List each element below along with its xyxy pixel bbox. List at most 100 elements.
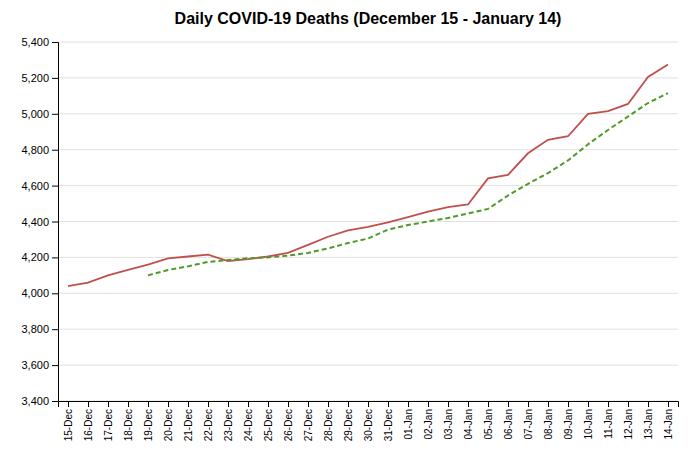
x-tick-label: 16-Dec [83, 409, 94, 441]
y-tick-mark [52, 150, 58, 151]
y-tick: 5,000 [21, 108, 58, 120]
x-tick-mark [168, 401, 169, 407]
x-tick: 13-Jan [643, 401, 654, 440]
x-tick: 10-Jan [583, 401, 594, 440]
x-tick-mark [528, 401, 529, 407]
x-tick: 27-Dec [303, 401, 314, 441]
y-tick-label: 5,400 [21, 36, 49, 48]
x-tick-mark [668, 401, 669, 407]
x-tick-mark [248, 401, 249, 407]
x-tick: 17-Dec [103, 401, 114, 441]
y-tick: 4,600 [21, 180, 58, 192]
x-tick-label: 11-Jan [603, 409, 614, 439]
y-tick-mark [52, 329, 58, 330]
x-tick-mark [348, 401, 349, 407]
x-tick: 29-Dec [343, 401, 354, 441]
x-tick-label: 15-Dec [63, 409, 74, 441]
grid [58, 42, 678, 401]
x-tick-label: 18-Dec [123, 409, 134, 441]
y-axis: 3,4003,6003,8004,0004,2004,4004,6004,800… [21, 36, 58, 407]
x-tick-mark [628, 401, 629, 407]
x-tick-mark [548, 401, 549, 407]
x-axis: 15-Dec 16-Dec 17-Dec 18-Dec 19-Dec 20-Dec 21-D… [59, 401, 679, 441]
x-tick-mark [508, 401, 509, 407]
x-tick-label: 10-Jan [583, 409, 594, 440]
x-tick-label: 22-Dec [203, 409, 214, 441]
y-tick: 4,000 [21, 287, 58, 299]
x-tick-mark [308, 401, 309, 407]
x-tick-mark [208, 401, 209, 407]
x-tick: 01-Jan [403, 401, 414, 440]
x-tick-mark [428, 401, 429, 407]
x-axis-line [59, 402, 679, 408]
x-tick: 24-Dec [243, 401, 254, 441]
x-tick-mark [448, 401, 449, 407]
x-tick: 08-Jan [543, 401, 554, 440]
grid-line [58, 77, 678, 78]
y-tick-mark [52, 222, 58, 223]
x-tick-label: 01-Jan [403, 409, 414, 440]
x-tick: 26-Dec [283, 401, 294, 441]
x-tick-label: 25-Dec [263, 409, 274, 441]
x-tick: 22-Dec [203, 401, 214, 441]
x-tick-label: 28-Dec [323, 409, 334, 441]
y-tick: 5,400 [21, 36, 58, 48]
grid-line [58, 149, 678, 150]
x-tick-label: 02-Jan [423, 409, 434, 440]
x-tick-mark [368, 401, 369, 407]
x-tick-label: 31-Dec [383, 409, 394, 441]
grid-line [58, 113, 678, 114]
x-tick-mark [228, 401, 229, 407]
x-tick-label: 06-Jan [503, 409, 514, 440]
x-tick-label: 12-Jan [623, 409, 634, 440]
x-tick-label: 24-Dec [243, 409, 254, 441]
x-tick: 03-Jan [443, 401, 454, 440]
x-tick-mark [488, 401, 489, 407]
x-tick-label: 21-Dec [183, 409, 194, 441]
x-tick-mark [568, 401, 569, 407]
y-axis-line [52, 43, 59, 402]
x-tick-mark [328, 401, 329, 407]
x-tick: 28-Dec [323, 401, 334, 441]
x-tick-mark [468, 401, 469, 407]
x-tick: 07-Jan [523, 401, 534, 440]
x-tick-label: 27-Dec [303, 409, 314, 441]
x-tick: 20-Dec [163, 401, 174, 441]
x-tick-mark [268, 401, 269, 407]
x-tick-label: 14-Jan [663, 409, 674, 440]
grid-line [58, 221, 678, 222]
y-tick-mark [52, 293, 58, 294]
y-tick-mark [52, 186, 58, 187]
x-tick-label: 19-Dec [143, 409, 154, 441]
x-tick-label: 09-Jan [563, 409, 574, 440]
x-tick-mark [68, 401, 69, 407]
y-tick-mark [52, 114, 58, 115]
x-tick-label: 13-Jan [643, 409, 654, 440]
plot-area [68, 64, 668, 286]
x-tick-label: 08-Jan [543, 409, 554, 440]
x-tick: 11-Jan [603, 401, 614, 439]
y-tick-label: 3,400 [21, 395, 49, 407]
x-tick-label: 03-Jan [443, 409, 454, 440]
x-tick-mark [588, 401, 589, 407]
x-tick: 15-Dec [63, 401, 74, 441]
grid-line [58, 42, 678, 43]
x-tick: 09-Jan [563, 401, 574, 440]
y-tick-label: 4,800 [21, 144, 49, 156]
x-tick: 02-Jan [423, 401, 434, 440]
y-tick: 5,200 [21, 72, 58, 84]
x-tick: 14-Jan [663, 401, 674, 440]
title: Daily COVID-19 Deaths (December 15 - Jan… [175, 10, 562, 27]
x-tick: 31-Dec [383, 401, 394, 441]
x-tick: 05-Jan [483, 401, 494, 440]
x-tick-label: 05-Jan [483, 409, 494, 440]
y-tick: 4,200 [21, 251, 58, 263]
x-tick-mark [188, 401, 189, 407]
y-tick: 4,400 [21, 216, 58, 228]
x-tick-mark [148, 401, 149, 407]
x-tick-mark [108, 401, 109, 407]
grid-line [58, 365, 678, 366]
y-tick-label: 4,400 [21, 216, 49, 228]
x-tick: 16-Dec [83, 401, 94, 441]
grid-line [58, 329, 678, 330]
